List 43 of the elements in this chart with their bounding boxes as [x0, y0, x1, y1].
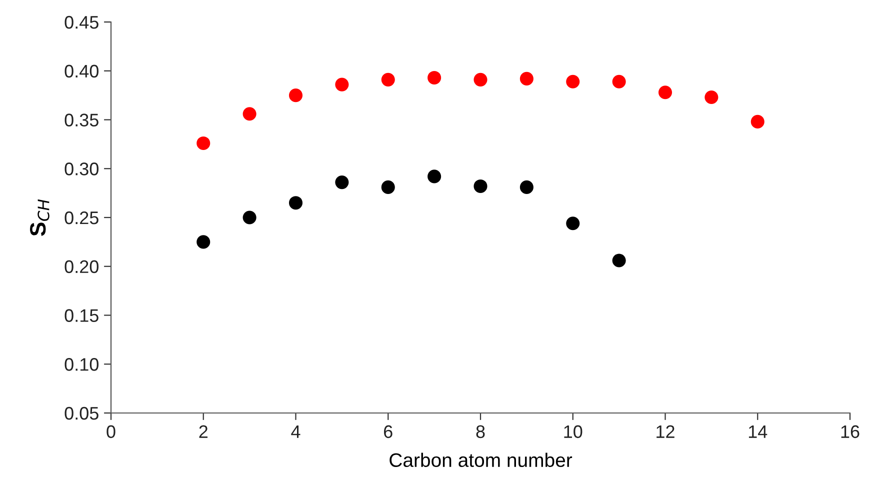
point	[335, 78, 349, 92]
x-axis-title: Carbon atom number	[390, 452, 572, 468]
y-tick-label: 0.20	[64, 260, 98, 274]
point	[381, 180, 395, 194]
y-axis-title: S$_{CH}$	[30, 199, 50, 236]
x-tick-label: 10	[564, 425, 582, 438]
x-tick-label: 14	[748, 425, 768, 438]
point	[242, 210, 256, 224]
y-tick-label: 0.10	[64, 358, 98, 371]
point	[612, 74, 626, 88]
point	[288, 88, 303, 102]
point	[474, 179, 488, 193]
point	[381, 72, 395, 86]
y-tick-label: 0.35	[64, 114, 98, 126]
x-tick-label: 8	[476, 425, 485, 438]
point	[704, 90, 718, 104]
x-tick-label: 6	[384, 425, 392, 438]
x-tick-label: 16	[841, 425, 860, 438]
point	[658, 86, 672, 100]
point	[474, 72, 488, 86]
point	[612, 254, 626, 268]
y-tick-label: 0.25	[64, 211, 98, 224]
point	[428, 70, 442, 84]
point	[750, 114, 764, 128]
point	[196, 235, 210, 249]
y-tick-label: 0.05	[64, 406, 98, 420]
x-tick-label: 12	[656, 425, 674, 438]
y-tick-label: 0.15	[64, 309, 98, 322]
x-tick-label: 4	[291, 425, 300, 438]
x-tick-label: 0	[106, 425, 116, 438]
y-tick-label: 0.45	[64, 16, 98, 29]
point	[288, 196, 303, 210]
point	[335, 176, 349, 190]
point	[520, 180, 534, 194]
point	[566, 74, 580, 88]
point	[520, 72, 534, 86]
point	[242, 107, 256, 121]
point	[566, 216, 580, 230]
point	[196, 136, 210, 150]
x-tick-label: 2	[199, 425, 208, 438]
y-tick-label: 0.40	[64, 64, 98, 78]
y-tick-label: 0.30	[64, 162, 98, 176]
point	[428, 170, 442, 184]
